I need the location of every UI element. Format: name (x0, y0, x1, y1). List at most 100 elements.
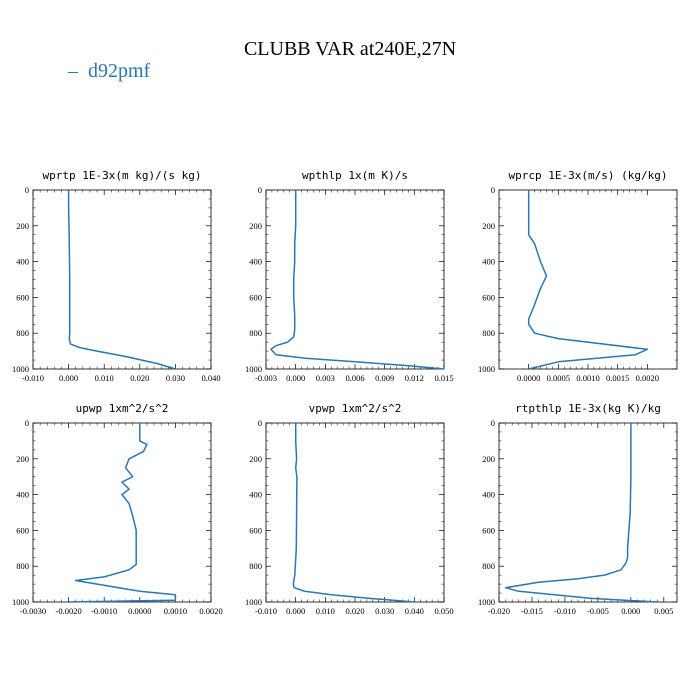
x-tick-label: 0.040 (405, 606, 424, 616)
x-tick-label: 0.0015 (606, 373, 629, 383)
panel-title: upwp 1xm^2/s^2 (76, 402, 169, 415)
x-tick-label: -0.010 (255, 606, 277, 616)
x-tick-label: 0.012 (405, 373, 424, 383)
y-tick-label: 600 (249, 525, 262, 535)
x-tick-label: 0.003 (316, 373, 335, 383)
series-line (527, 190, 649, 370)
plot-frame (32, 422, 212, 603)
panel-6: rtpthlp 1E-3x(kg K)/kg -0.020 -0.015 -0.010… (478, 402, 678, 616)
panel-1: wprtp 1E-3x(m kg)/(s kg) -0.010 0.000 0.010… (12, 169, 221, 383)
x-tick-label: 0.0020 (636, 373, 659, 383)
legend-dash: – (67, 60, 79, 82)
x-tick-label: 0.040 (201, 373, 220, 383)
y-tick-label: 0 (258, 185, 262, 195)
y-tick-label: 600 (16, 525, 29, 535)
series-line (68, 423, 177, 603)
plot-frame (498, 422, 678, 603)
y-tick-label: 800 (16, 328, 29, 338)
y-tick-label: 600 (482, 292, 495, 302)
x-tick-label: 0.0005 (547, 373, 570, 383)
legend-label: d92pmf (88, 60, 151, 82)
y-tick-label: 1000 (245, 597, 262, 607)
y-tick-label: 400 (482, 257, 495, 267)
series-line (504, 423, 658, 603)
x-tick-label: 0.000 (59, 373, 78, 383)
y-tick-label: 400 (249, 257, 262, 267)
x-tick-label: 0.006 (345, 373, 364, 383)
y-tick-label: 400 (16, 257, 29, 267)
y-tick-label: 400 (16, 490, 29, 500)
y-tick-label: 600 (16, 292, 29, 302)
y-tick-label: 800 (249, 561, 262, 571)
x-tick-label: 0.020 (345, 606, 364, 616)
y-tick-label: 200 (249, 454, 262, 464)
legend: – d92pmf (67, 60, 151, 82)
x-tick-label: 0.0010 (164, 606, 187, 616)
x-tick-label: 0.005 (654, 606, 673, 616)
y-tick-label: 600 (249, 292, 262, 302)
x-tick-label: -0.020 (488, 606, 510, 616)
x-tick-label: 0.030 (375, 606, 394, 616)
panel-4: upwp 1xm^2/s^2 -0.0030 -0.0020 -0.0010 0.000… (12, 402, 223, 616)
series-line (67, 190, 176, 370)
x-tick-label: 0.020 (130, 373, 149, 383)
series-line (270, 190, 445, 370)
x-tick-label: 0.009 (375, 373, 394, 383)
plot-frame (265, 189, 445, 370)
x-tick-label: -0.0020 (55, 606, 81, 616)
panel-title: wprcp 1E-3x(m/s) (kg/kg) (509, 169, 668, 182)
x-tick-label: 0.010 (316, 606, 335, 616)
panel-2: wpthlp 1x(m K)/s -0.003 0.000 0.003 0.006 0.0… (245, 169, 454, 383)
panel-5: vpwp 1xm^2/s^2 -0.010 0.000 0.010 0.020 0.030… (245, 402, 454, 616)
x-tick-label: 0.0000 (517, 373, 540, 383)
panel-3: wprcp 1E-3x(m/s) (kg/kg) 0.0000 0.0005 0.00… (478, 169, 678, 383)
y-tick-label: 0 (491, 185, 495, 195)
y-tick-label: 400 (482, 490, 495, 500)
y-tick-label: 400 (249, 490, 262, 500)
y-tick-label: 0 (25, 418, 29, 428)
y-tick-label: 200 (249, 221, 262, 231)
panel-title: vpwp 1xm^2/s^2 (309, 402, 402, 415)
plot-frame (32, 189, 212, 370)
x-tick-label: -0.003 (255, 373, 277, 383)
x-tick-label: 0.000 (286, 373, 305, 383)
x-tick-label: -0.010 (22, 373, 44, 383)
y-tick-label: 1000 (478, 597, 495, 607)
panels: wprtp 1E-3x(m kg)/(s kg) -0.010 0.000 0.010… (12, 169, 678, 616)
x-tick-label: -0.0010 (91, 606, 117, 616)
y-tick-label: 200 (482, 221, 495, 231)
y-tick-label: 200 (16, 454, 29, 464)
y-tick-label: 0 (491, 418, 495, 428)
x-tick-label: 0.010 (95, 373, 114, 383)
y-tick-label: 800 (482, 561, 495, 571)
x-tick-label: 0.030 (166, 373, 185, 383)
panel-title: wpthlp 1x(m K)/s (302, 169, 408, 182)
y-tick-label: 0 (258, 418, 262, 428)
y-tick-label: 200 (482, 454, 495, 464)
figure-title: CLUBB VAR at240E,27N (244, 38, 456, 60)
y-tick-label: 0 (25, 185, 29, 195)
y-tick-label: 800 (482, 328, 495, 338)
x-tick-label: -0.015 (521, 606, 543, 616)
y-tick-label: 1000 (478, 364, 495, 374)
y-tick-label: 600 (482, 525, 495, 535)
x-tick-label: 0.015 (434, 373, 453, 383)
x-tick-label: -0.0030 (20, 606, 46, 616)
series-line (292, 423, 415, 603)
y-tick-label: 800 (249, 328, 262, 338)
x-tick-label: -0.010 (554, 606, 576, 616)
y-tick-label: 200 (16, 221, 29, 231)
x-tick-label: 0.0000 (128, 606, 151, 616)
x-tick-label: -0.005 (587, 606, 609, 616)
panel-title: wprtp 1E-3x(m kg)/(s kg) (43, 169, 202, 182)
y-tick-label: 800 (16, 561, 29, 571)
x-tick-label: 0.050 (434, 606, 453, 616)
y-tick-label: 1000 (245, 364, 262, 374)
x-tick-label: 0.0010 (576, 373, 599, 383)
x-tick-label: 0.0020 (199, 606, 222, 616)
plot-frame (265, 422, 445, 603)
y-tick-label: 1000 (12, 597, 29, 607)
panel-title: rtpthlp 1E-3x(kg K)/kg (515, 402, 661, 415)
x-tick-label: 0.000 (621, 606, 640, 616)
